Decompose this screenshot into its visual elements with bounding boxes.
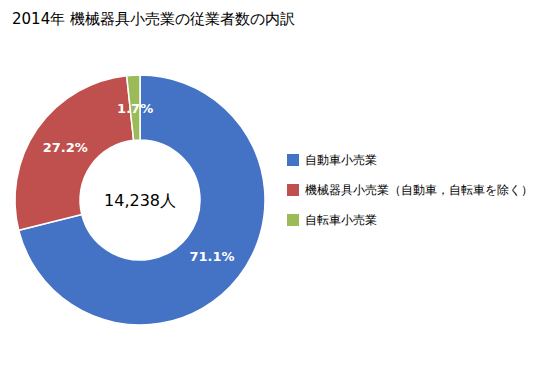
legend-label: 自転車小売業 [305, 213, 377, 227]
legend-label: 自動車小売業 [305, 153, 377, 167]
data-label: 1.7% [117, 101, 153, 116]
legend-label: 機械器具小売業（自動車，自転車を除く） [305, 183, 533, 197]
legend-swatch [287, 214, 299, 226]
legend-item: 自動車小売業 [287, 153, 377, 167]
legend-swatch [287, 184, 299, 196]
pie-group: 71.1% 27.2% 1.7% 14,238人 [15, 75, 265, 325]
legend-item: 機械器具小売業（自動車，自転車を除く） [287, 183, 533, 197]
data-label: 71.1% [189, 249, 234, 264]
legend-item: 自転車小売業 [287, 213, 377, 227]
chart-title: 2014年 機械器具小売業の従業者数の内訳 [12, 10, 295, 28]
data-label: 27.2% [43, 140, 88, 155]
center-text: 14,238人 [104, 191, 176, 210]
legend-swatch [287, 154, 299, 166]
legend: 自動車小売業機械器具小売業（自動車，自転車を除く） 自転車小売業 [287, 153, 533, 227]
chart-root: 2014年 機械器具小売業の従業者数の内訳 71.1% 27.2% 1.7% 14,23… [0, 0, 560, 366]
